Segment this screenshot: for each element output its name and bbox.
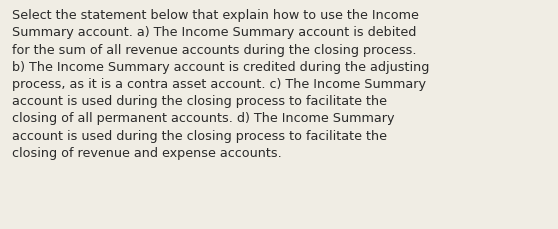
- Text: Select the statement below that explain how to use the Income
Summary account. a: Select the statement below that explain …: [12, 9, 430, 159]
